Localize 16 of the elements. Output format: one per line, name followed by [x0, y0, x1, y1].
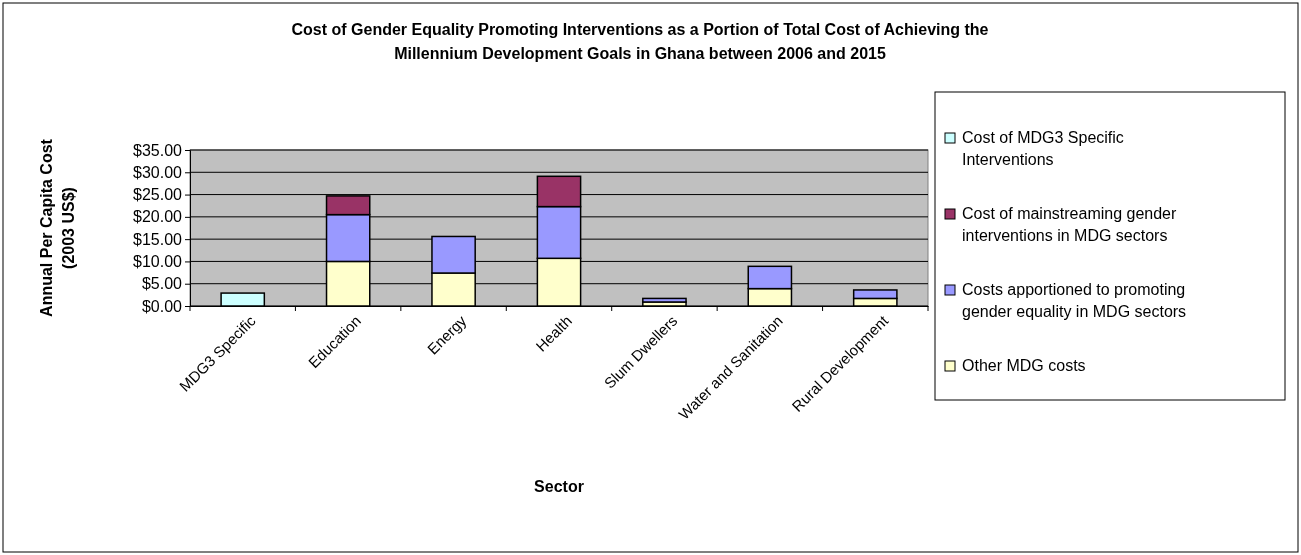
legend-label: Other MDG costs — [962, 357, 1086, 374]
y-tick-label: $35.00 — [133, 141, 183, 159]
legend-label: Costs apportioned to promoting gender equality in MDG sectors — [962, 281, 1187, 320]
legend-label: Cost of mainstreaming gender interventions in MDG sectors — [962, 205, 1177, 244]
y-axis-title: Annual Per Capita Cost (2003 US$) — [38, 138, 77, 317]
bar — [642, 297, 687, 303]
y-tick-label: $25.00 — [133, 186, 183, 204]
y-tick-label: $20.00 — [133, 208, 183, 226]
y-tick-label: $15.00 — [133, 230, 183, 248]
y-tick-label: $10.00 — [133, 253, 183, 271]
chart-title: Cost of Gender Equality Promoting Interventions as a Portion of Total Cost of Achieving the Millennium Development Goals in Ghana between 2006 and 2015 — [291, 21, 989, 62]
x-axis-title: Sector — [534, 478, 584, 495]
y-tick-label: $30.00 — [133, 163, 183, 181]
y-tick-label: $0.00 — [141, 297, 183, 315]
legend-label: Cost of MDG3 Specific Interventions — [962, 129, 1124, 168]
y-tick-label: $5.00 — [141, 275, 183, 293]
